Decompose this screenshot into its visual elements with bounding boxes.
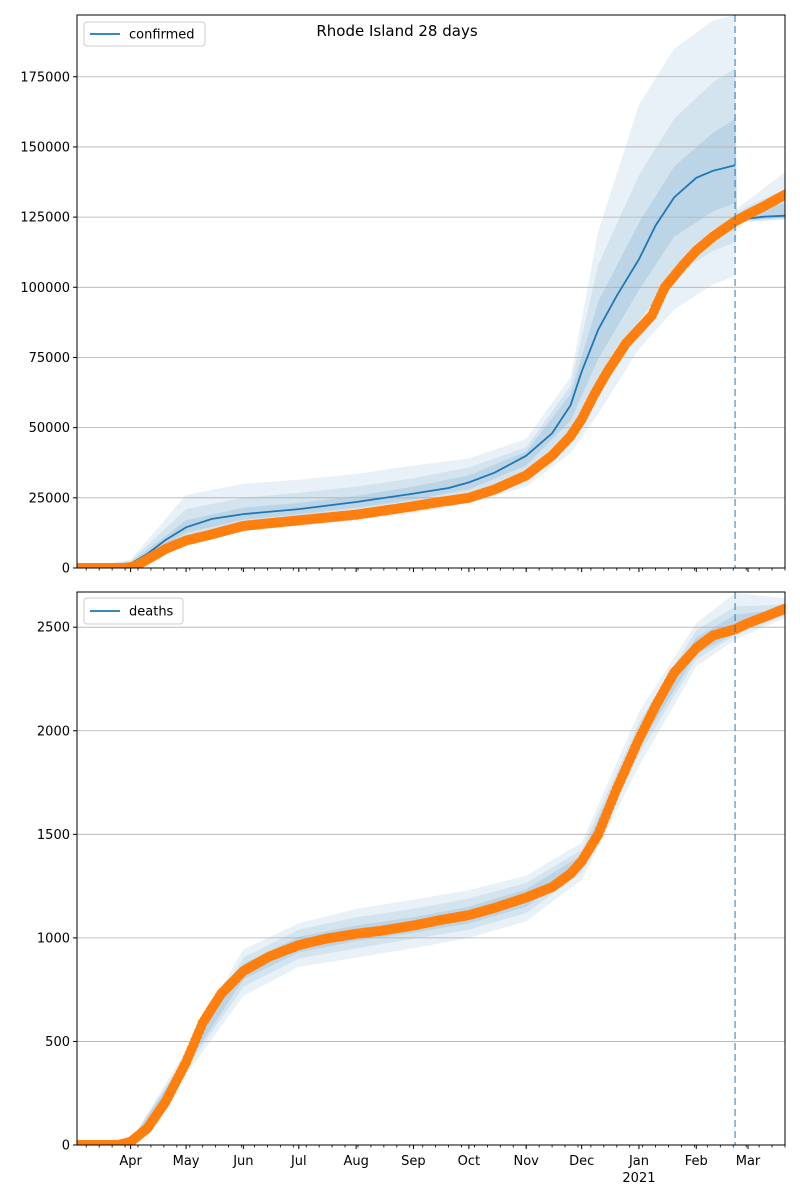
deaths-ytick-label: 1500	[37, 828, 70, 843]
xtick-year-label: 2021	[622, 1171, 655, 1186]
xtick-label-jun: Jun	[232, 1154, 253, 1169]
deaths-gridlines	[77, 626, 785, 1042]
confirmed-band-1	[77, 15, 785, 568]
confirmed-ytick-label: 175000	[20, 70, 70, 85]
deaths-observed-point	[780, 603, 785, 614]
confirmed-ytick-label: 0	[62, 562, 70, 577]
confirmed-uncertainty-bands	[77, 15, 785, 568]
confirmed-band-3	[77, 118, 785, 568]
confirmed-ytick-label: 150000	[20, 140, 70, 155]
confirmed-observed-point	[780, 189, 785, 200]
xtick-label-apr: Apr	[119, 1154, 142, 1169]
figure-title: Rhode Island 28 days	[316, 22, 477, 40]
xtick-label-dec: Dec	[569, 1154, 594, 1169]
xtick-label-jan: Jan	[628, 1154, 649, 1169]
confirmed-ytick-label: 125000	[20, 211, 70, 226]
confirmed-legend-label: confirmed	[129, 28, 195, 43]
confirmed-legend: confirmed	[83, 21, 206, 47]
deaths-ytick-label: 2500	[37, 621, 70, 636]
xtick-label-feb: Feb	[685, 1154, 708, 1169]
confirmed-x-ticks	[85, 568, 786, 572]
xtick-label-may: May	[173, 1154, 200, 1169]
confirmed-model-median-line	[77, 164, 736, 568]
confirmed-ytick-label: 100000	[20, 281, 70, 296]
xtick-label-nov: Nov	[514, 1154, 540, 1169]
deaths-panel: 0 500 1000 1500 2000 2500 Apr May Jun Jul Aug Sep O…	[37, 591, 786, 1186]
confirmed-panel: 0 25000 50000 75000 100000 125000 150000 175000…	[20, 14, 786, 577]
confirmed-ytick-label: 50000	[29, 421, 70, 436]
xtick-label-jul: Jul	[290, 1154, 307, 1169]
xtick-label-sep: Sep	[401, 1154, 426, 1169]
confirmed-axes-frame	[76, 14, 786, 569]
deaths-ytick-label: 500	[45, 1035, 70, 1050]
deaths-axes-frame	[76, 591, 786, 1146]
deaths-ytick-label: 2000	[37, 724, 70, 739]
deaths-x-ticks: Apr May Jun Jul Aug Sep Oct Nov Dec Jan 2021 Feb Mar	[85, 1145, 786, 1186]
xtick-label-aug: Aug	[343, 1154, 368, 1169]
xtick-label-oct: Oct	[458, 1154, 480, 1169]
deaths-axes	[76, 591, 786, 1146]
deaths-ytick-label: 0	[62, 1139, 70, 1154]
confirmed-observed-points	[77, 189, 785, 568]
deaths-observed-points	[77, 603, 785, 1145]
deaths-legend-box	[83, 597, 184, 625]
confirmed-ytick-label: 25000	[29, 491, 70, 506]
confirmed-ytick-label: 75000	[29, 351, 70, 366]
deaths-band-1	[77, 593, 785, 1145]
deaths-uncertainty-bands	[77, 593, 785, 1145]
confirmed-y-ticks: 0 25000 50000 75000 100000 125000 150000 175000	[20, 70, 77, 577]
confirmed-band-2	[77, 68, 785, 568]
confirmed-axes	[76, 14, 786, 569]
confirmed-gridlines	[77, 76, 785, 499]
deaths-y-ticks: 0 500 1000 1500 2000 2500	[37, 621, 77, 1154]
confirmed-legend-box	[83, 21, 206, 47]
deaths-legend-label: deaths	[129, 605, 174, 620]
deaths-ytick-label: 1000	[37, 931, 70, 946]
xtick-label-mar: Mar	[736, 1154, 761, 1169]
deaths-legend: deaths	[83, 597, 184, 625]
